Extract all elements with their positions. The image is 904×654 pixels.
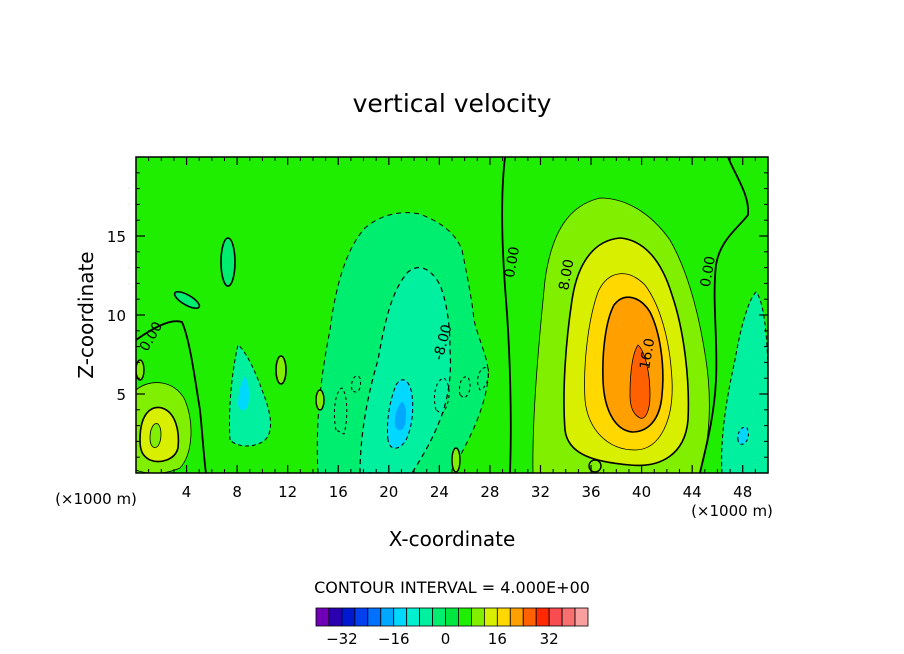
colorbar-swatch bbox=[522, 607, 537, 627]
x-tick-label: 12 bbox=[278, 483, 297, 501]
colorbar-swatch bbox=[496, 607, 511, 627]
colorbar-swatch bbox=[419, 607, 433, 627]
colorbar-swatch bbox=[432, 607, 446, 627]
contour-label: 16.0 bbox=[637, 337, 658, 370]
colorbar-swatch bbox=[315, 607, 330, 627]
y-axis-label: Z-coordinate bbox=[74, 251, 98, 378]
x-tick-label: 8 bbox=[232, 483, 242, 501]
colorbar-swatch bbox=[380, 607, 395, 627]
cell-contour-d bbox=[315, 389, 325, 411]
colorbar-swatch bbox=[406, 607, 421, 627]
colorbar-swatch bbox=[561, 607, 576, 627]
x-tick-label: 28 bbox=[480, 483, 499, 501]
x-unit-right: (×1000 m) bbox=[691, 502, 773, 520]
zero-contour-right bbox=[699, 157, 749, 473]
colorbar-tick-label: 16 bbox=[488, 630, 507, 648]
colorbar-swatch bbox=[483, 607, 498, 627]
downdraft-region-core-2 bbox=[394, 402, 406, 431]
cell-contour-f bbox=[451, 447, 461, 473]
x-axis: 4 8 12 16 20 24 28 32 36 40 44 48 bbox=[148, 157, 756, 501]
colorbar-swatch bbox=[458, 607, 472, 627]
contour-label: 8.00 bbox=[556, 258, 577, 291]
colorbar-swatch bbox=[574, 607, 589, 627]
colorbar-tick-label: −32 bbox=[326, 630, 358, 648]
updraft-region-20 bbox=[629, 344, 651, 419]
y-axis: 5 10 15 bbox=[107, 172, 768, 458]
zero-contour-left bbox=[136, 320, 207, 473]
x-tick-label: 44 bbox=[683, 483, 702, 501]
chart-title: vertical velocity bbox=[353, 89, 552, 118]
colorbar: −32 −16 0 16 32 bbox=[315, 607, 589, 648]
contour-interval-label: CONTOUR INTERVAL = 4.000E+00 bbox=[314, 578, 590, 597]
colorbar-swatch bbox=[509, 607, 524, 627]
y-tick-label: 15 bbox=[107, 228, 126, 246]
colorbar-swatch bbox=[445, 607, 459, 627]
cell-contour-a bbox=[220, 237, 236, 287]
x-axis-label: X-coordinate bbox=[389, 527, 516, 551]
colorbar-swatch bbox=[471, 607, 485, 627]
x-tick-label: 4 bbox=[182, 483, 192, 501]
downdraft-cell-8km-core bbox=[238, 376, 249, 411]
colorbar-swatch bbox=[354, 607, 369, 627]
cell-contour-g bbox=[136, 359, 145, 381]
x-unit-left: (×1000 m) bbox=[55, 490, 137, 508]
x-tick-label: 16 bbox=[329, 483, 348, 501]
y-tick-label: 10 bbox=[107, 307, 126, 325]
contour-label: 0.00 bbox=[502, 245, 523, 278]
colorbar-tick-label: −16 bbox=[378, 630, 410, 648]
cell-contour-e bbox=[588, 459, 602, 473]
colorbar-tick-label: 0 bbox=[441, 630, 451, 648]
x-tick-label: 32 bbox=[531, 483, 550, 501]
colorbar-swatch bbox=[367, 607, 382, 627]
colorbar-tick-label: 32 bbox=[540, 630, 559, 648]
downdraft-cell-48km bbox=[721, 291, 768, 473]
contour-label: 0.00 bbox=[698, 255, 719, 288]
colorbar-swatch bbox=[328, 607, 343, 627]
colorbar-swatch bbox=[393, 607, 408, 627]
x-tick-label: 20 bbox=[379, 483, 398, 501]
dashed-cells bbox=[333, 366, 489, 435]
cell-contour-c bbox=[275, 355, 287, 385]
colorbar-swatch bbox=[341, 607, 356, 627]
low-updraft-core bbox=[149, 423, 162, 448]
zero-contour-mid bbox=[501, 157, 512, 473]
x-tick-label: 48 bbox=[733, 483, 752, 501]
colorbar-swatch bbox=[548, 607, 563, 627]
x-tick-label: 36 bbox=[581, 483, 600, 501]
x-tick-label: 24 bbox=[430, 483, 449, 501]
downdraft-region-mid bbox=[359, 267, 452, 473]
cell-contour-b bbox=[173, 290, 201, 310]
downdraft-cell-8km bbox=[228, 344, 272, 447]
colorbar-swatch bbox=[535, 607, 550, 627]
downdraft-cell-48km-small bbox=[737, 426, 749, 445]
x-tick-label: 40 bbox=[632, 483, 651, 501]
y-tick-label: 5 bbox=[116, 386, 126, 404]
